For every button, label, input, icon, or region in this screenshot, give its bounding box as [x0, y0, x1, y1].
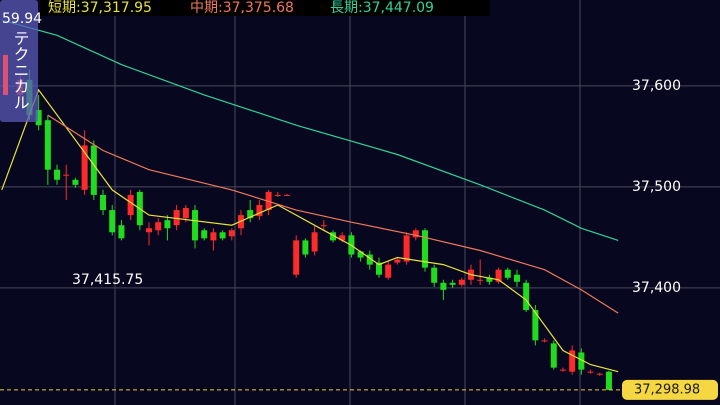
- candle-body: [320, 225, 327, 227]
- candle-body: [311, 232, 318, 252]
- candle-body: [394, 259, 401, 263]
- candle-body: [302, 240, 309, 255]
- candle-body: [339, 235, 346, 241]
- candle-body: [596, 373, 603, 375]
- candle-body: [578, 352, 585, 370]
- candle-body: [293, 240, 300, 275]
- candle-body: [284, 194, 291, 196]
- candle-body: [486, 277, 493, 282]
- candle-body: [81, 145, 88, 190]
- candle-body: [228, 230, 235, 237]
- ma-line: [47, 114, 619, 314]
- y-tick-label: 37,600: [632, 78, 681, 94]
- candle-body: [541, 340, 548, 342]
- candle-body: [201, 230, 208, 239]
- candle-body: [431, 267, 438, 283]
- candle-body: [569, 350, 576, 372]
- candle-body: [210, 232, 217, 241]
- candle-body: [192, 210, 199, 241]
- candle-body: [375, 262, 382, 275]
- legend-entry: 長期:37,447.09: [330, 0, 434, 16]
- ma-line: [1, 88, 619, 373]
- candle-body: [109, 210, 116, 233]
- candle-body: [357, 251, 364, 258]
- candle-body: [182, 208, 189, 219]
- legend-bg: [40, 0, 490, 16]
- candle-body: [559, 369, 566, 371]
- button-accent: [3, 55, 8, 95]
- candle-body: [329, 232, 336, 241]
- candle-body: [385, 264, 392, 278]
- candle-body: [72, 179, 79, 185]
- candle-body: [366, 254, 373, 265]
- price-annotation: 37,415.75: [72, 272, 143, 288]
- candle-body: [155, 222, 162, 231]
- candle-body: [532, 310, 539, 341]
- candle-body: [164, 220, 171, 229]
- candle-body: [54, 169, 61, 180]
- candle-body: [440, 282, 447, 290]
- candle-body: [127, 194, 134, 216]
- candle-body: [146, 228, 153, 233]
- candle-body: [35, 110, 42, 126]
- candle-body: [495, 269, 502, 282]
- candle-body: [219, 232, 226, 239]
- candle-body: [523, 282, 530, 311]
- candle-body: [513, 274, 520, 282]
- y-tick-label: 37,500: [632, 179, 681, 195]
- technical-button[interactable]: [0, 0, 38, 122]
- candle-body: [504, 269, 511, 278]
- y-tick-label: 37,400: [632, 280, 681, 296]
- ma-line: [1, 19, 619, 241]
- candle-body: [458, 279, 465, 285]
- candle-body: [403, 235, 410, 262]
- panel-value: 59.94: [2, 11, 42, 27]
- candle-body: [605, 371, 612, 390]
- technical-button-label[interactable]: テクニカル: [11, 30, 30, 110]
- candle-body: [100, 194, 107, 211]
- candle-body: [247, 210, 254, 219]
- current-price-label: 37,298.98: [634, 382, 700, 397]
- candle-body: [63, 174, 70, 176]
- candle-body: [90, 145, 97, 195]
- legend-entry: 中期:37,375.68: [190, 0, 294, 16]
- candle-body: [477, 279, 484, 281]
- candle-body: [412, 230, 419, 238]
- current-price-box: [622, 379, 718, 400]
- candle-body: [550, 343, 557, 368]
- candle-body: [587, 371, 594, 373]
- candle-body: [256, 205, 263, 217]
- candle-body: [44, 120, 51, 170]
- candle-body: [449, 282, 456, 285]
- candle-body: [118, 225, 125, 239]
- legend-entry: 短期:37,317.95: [48, 0, 152, 16]
- candle-body: [421, 230, 428, 268]
- time-grid: [114, 0, 581, 405]
- candle-body: [173, 210, 180, 226]
- candle-body: [274, 194, 281, 196]
